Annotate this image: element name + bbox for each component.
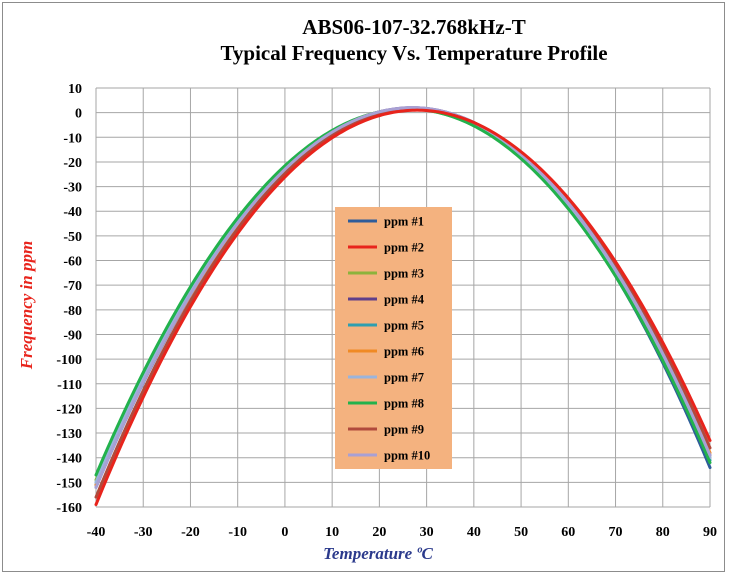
y-tick-label: -30 xyxy=(63,181,82,196)
legend: ppm #1 ppm #2 ppm #3 ppm #4 ppm #5 ppm #6 ppm … xyxy=(335,207,452,469)
y-tick-label: -80 xyxy=(63,304,82,319)
y-tick-label: -20 xyxy=(63,156,82,171)
x-tick-label: -30 xyxy=(134,525,153,540)
legend-item: ppm #8 xyxy=(348,397,424,411)
y-tick-label: -40 xyxy=(63,205,82,220)
y-tick-label: -140 xyxy=(56,452,82,467)
x-tick-label: 30 xyxy=(420,525,434,540)
y-tick-label: 10 xyxy=(68,82,82,97)
legend-item: ppm #9 xyxy=(348,423,424,437)
legend-item: ppm #2 xyxy=(348,241,424,255)
x-tick-label: -10 xyxy=(228,525,247,540)
legend-label: ppm #2 xyxy=(384,241,424,255)
legend-label: ppm #5 xyxy=(384,319,424,333)
y-tick-label: -110 xyxy=(57,378,82,393)
x-axis-label: Temperature ºC xyxy=(323,544,433,563)
x-tick-label: 20 xyxy=(372,525,386,540)
x-tick-label: -20 xyxy=(181,525,200,540)
legend-label: ppm #1 xyxy=(384,215,424,229)
y-tick-label: -90 xyxy=(63,328,82,343)
legend-item: ppm #7 xyxy=(348,371,424,385)
series-lines xyxy=(94,106,712,507)
axis-ticks: 100-10-20-30-40-50-60-70-80-90-100-110-1… xyxy=(56,82,717,540)
series-line-ppm2 xyxy=(94,108,712,507)
y-tick-label: -120 xyxy=(56,402,82,417)
legend-label: ppm #4 xyxy=(384,293,425,307)
x-tick-label: 80 xyxy=(656,525,670,540)
y-tick-label: -60 xyxy=(63,255,82,270)
y-tick-label: -70 xyxy=(63,279,82,294)
legend-item: ppm #6 xyxy=(348,345,424,359)
legend-label: ppm #9 xyxy=(384,423,424,437)
chart-title: ABS06-107-32.768kHz-T xyxy=(302,15,525,39)
legend-label: ppm #8 xyxy=(384,397,424,411)
x-tick-label: 60 xyxy=(561,525,575,540)
y-tick-label: -160 xyxy=(56,501,82,516)
legend-item: ppm #5 xyxy=(348,319,424,333)
x-tick-label: 70 xyxy=(609,525,623,540)
legend-label: ppm #10 xyxy=(384,449,430,463)
legend-label: ppm #7 xyxy=(384,371,424,385)
y-axis-label: Frequency in ppm xyxy=(17,241,36,370)
x-tick-label: 0 xyxy=(281,525,288,540)
legend-item: ppm #1 xyxy=(348,215,424,229)
x-tick-label: 10 xyxy=(325,525,339,540)
x-tick-label: 50 xyxy=(514,525,528,540)
y-tick-label: -130 xyxy=(56,427,82,442)
legend-label: ppm #3 xyxy=(384,267,424,281)
y-tick-label: -50 xyxy=(63,230,82,245)
legend-label: ppm #6 xyxy=(384,345,424,359)
x-tick-label: 40 xyxy=(467,525,481,540)
chart-subtitle: Typical Frequency Vs. Temperature Profil… xyxy=(220,41,607,65)
legend-item: ppm #10 xyxy=(348,449,430,463)
legend-item: ppm #3 xyxy=(348,267,424,281)
y-tick-label: -10 xyxy=(63,131,82,146)
y-tick-label: -150 xyxy=(56,476,82,491)
chart-canvas: ABS06-107-32.768kHz-T Typical Frequency … xyxy=(17,15,717,563)
legend-item: ppm #4 xyxy=(348,293,425,307)
series-line-ppm10 xyxy=(94,106,712,489)
y-tick-label: 0 xyxy=(75,107,82,122)
x-tick-label: -40 xyxy=(87,525,106,540)
legend-box xyxy=(335,207,452,469)
x-tick-label: 90 xyxy=(703,525,717,540)
y-tick-label: -100 xyxy=(56,353,82,368)
